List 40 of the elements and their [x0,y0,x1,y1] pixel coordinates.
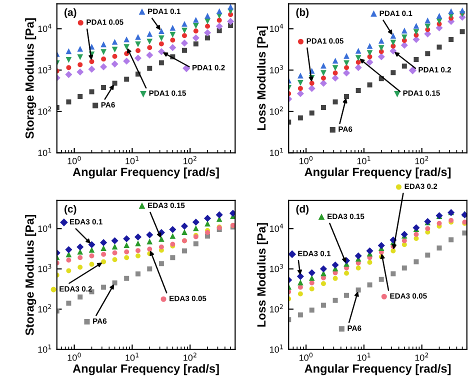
x-tick-label: 10$^{1}$ [126,352,139,361]
y-axis-title: Storage Modulus [Pa] [25,214,36,336]
x-tick-label: 10$^{0}$ [68,352,81,361]
annotation: (b) [296,8,309,18]
annotation: (d) [296,204,309,215]
annotation: (a) [64,8,76,18]
y-tick-label: 10$^{2}$ [38,304,52,312]
x-axis-title: Angular Frequency [rad/s] [72,364,219,376]
y-tick-label: 10$^{3}$ [270,65,283,74]
y-tick-label: 10$^{4}$ [38,24,52,32]
y-tick-label: 10$^{1}$ [38,148,52,156]
y-tick-label: 10$^{3}$ [270,264,283,272]
y-tick-label: 10$^{2}$ [270,304,283,312]
x-axis-title: Angular Frequency [rad/s] [304,167,451,179]
y-tick-label: 10$^{4}$ [270,24,284,32]
y-tick-label: 10$^{1}$ [270,148,283,156]
x-tick-label: 10$^{1}$ [357,352,370,361]
y-tick-label: 10$^{4}$ [38,224,52,232]
y-axis-title: Storage Modulus [Pa] [25,18,36,139]
x-tick-label: 10$^{1}$ [126,156,139,164]
y-tick-label: 10$^{3}$ [38,65,52,74]
x-tick-label: 10$^{2}$ [415,352,428,361]
x-axis-title: Angular Frequency [rad/s] [72,167,219,179]
x-tick-label: 10$^{0}$ [300,156,313,164]
y-axis-title: Loss Modulus [Pa] [256,26,268,130]
x-tick-label: 10$^{2}$ [184,156,196,164]
y-tick-label: 10$^{2}$ [38,106,52,115]
y-tick-label: 10$^{3}$ [38,264,52,272]
y-tick-label: 10$^{1}$ [270,344,283,353]
y-tick-label: 10$^{4}$ [270,224,284,232]
y-tick-label: 10$^{2}$ [270,106,283,115]
x-tick-label: 10$^{2}$ [184,352,196,361]
x-tick-label: 10$^{1}$ [357,156,370,164]
x-tick-label: 10$^{0}$ [300,352,313,361]
annotation: (c) [64,204,76,215]
x-tick-label: 10$^{2}$ [415,156,428,164]
y-tick-label: 10$^{1}$ [38,344,52,353]
x-tick-label: 10$^{0}$ [68,156,81,164]
x-axis-title: Angular Frequency [rad/s] [304,364,451,376]
y-axis-title: Loss Modulus [Pa] [256,223,268,327]
